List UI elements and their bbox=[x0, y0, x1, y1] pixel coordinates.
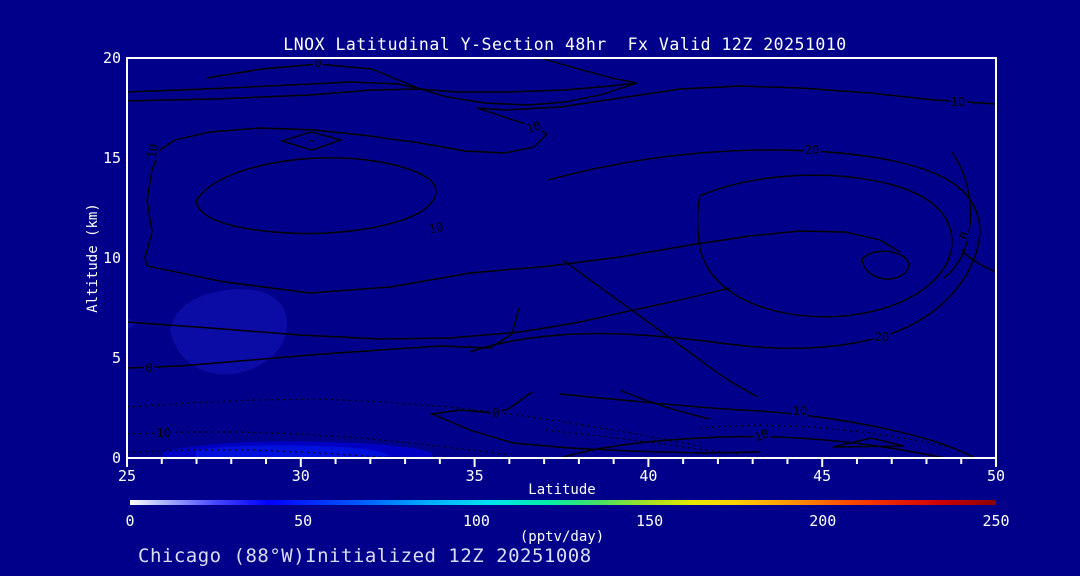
contour-label: 0 bbox=[314, 56, 321, 70]
y-tick-label: 0 bbox=[112, 449, 121, 467]
x-tick-label: 25 bbox=[118, 467, 136, 485]
y-tick-label: 5 bbox=[112, 349, 121, 367]
plot-frame bbox=[126, 57, 997, 459]
contour-label: 10 bbox=[752, 426, 770, 444]
contour-label: -10 bbox=[149, 426, 171, 440]
colorbar-tick-labels: 0 50 100 150 200 250 bbox=[125, 512, 1009, 530]
y-tick-label: 15 bbox=[103, 149, 121, 167]
contour-label: 20 bbox=[875, 330, 889, 344]
x-axis-label: Latitude bbox=[528, 482, 595, 498]
contour-label: 20 bbox=[805, 143, 819, 157]
contour-label: 10 bbox=[145, 143, 162, 160]
y-tick-label: 10 bbox=[103, 249, 121, 267]
contour-lines-group bbox=[127, 57, 996, 459]
x-axis-ticks bbox=[126, 458, 997, 467]
colorbar-tick-label: 50 bbox=[294, 512, 312, 530]
x-axis-tick-labels: 25 30 35 40 45 50 bbox=[118, 467, 1005, 485]
contour-label: 10 bbox=[525, 118, 543, 136]
colorbar-tick-label: 200 bbox=[809, 512, 836, 530]
contour-label: 10 bbox=[951, 95, 965, 109]
footer-annotation: Chicago (88°W)Initialized 12Z 20251008 bbox=[138, 545, 592, 567]
x-tick-label: 45 bbox=[813, 467, 831, 485]
colorbar-tick-label: 150 bbox=[636, 512, 663, 530]
y-tick-label: 20 bbox=[103, 49, 121, 67]
colorbar-tick-label: 100 bbox=[463, 512, 490, 530]
x-tick-label: 50 bbox=[987, 467, 1005, 485]
contour-label: 10 bbox=[428, 220, 445, 237]
colorbar-tick-label: 0 bbox=[125, 512, 134, 530]
x-tick-label: 30 bbox=[292, 467, 310, 485]
colorbar-tick-label: 250 bbox=[982, 512, 1009, 530]
colorbar bbox=[130, 500, 996, 505]
y-axis-tick-labels: 0 5 10 15 20 bbox=[103, 49, 121, 467]
x-tick-label: 35 bbox=[466, 467, 484, 485]
colorbar-unit-label: (pptv/day) bbox=[520, 529, 604, 545]
contour-label: 10 bbox=[793, 404, 807, 418]
y-axis-label: Altitude (km) bbox=[85, 203, 101, 313]
x-tick-label: 40 bbox=[639, 467, 657, 485]
contour-label: 0 bbox=[492, 406, 499, 420]
plot-title: LNOX Latitudinal Y-Section 48hr Fx Valid… bbox=[283, 35, 846, 54]
contour-fill-patches bbox=[127, 288, 432, 458]
contour-label: 0 bbox=[145, 361, 152, 375]
